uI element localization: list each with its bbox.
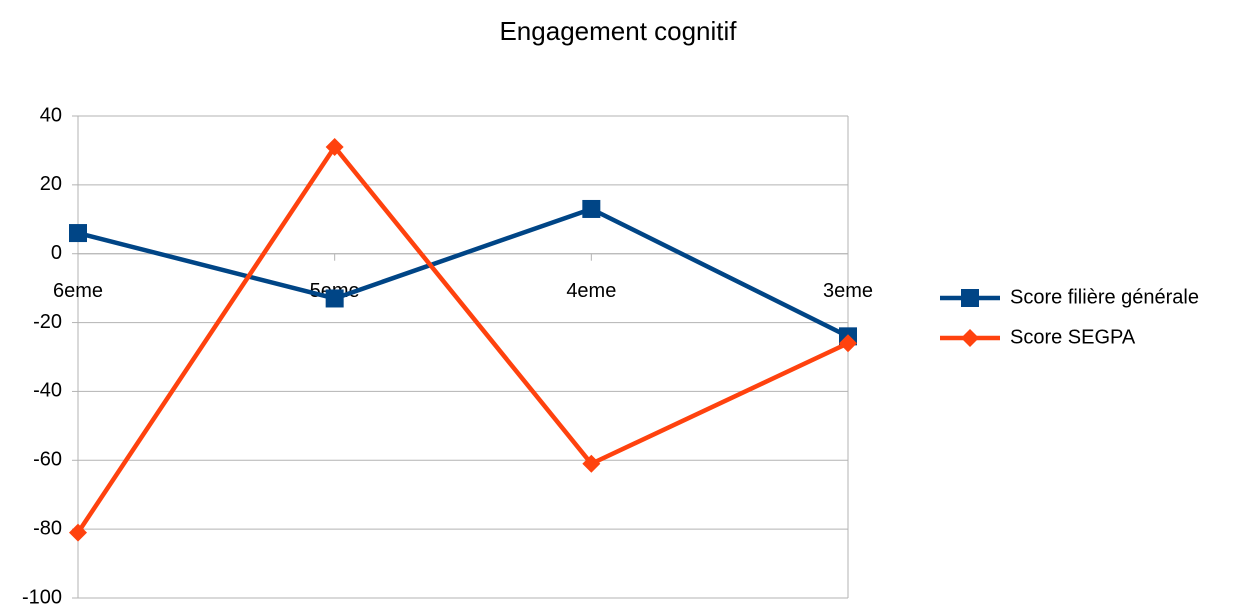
y-tick-label: -80 xyxy=(33,517,62,539)
data-point xyxy=(582,454,601,473)
legend-label: Score filière générale xyxy=(1010,286,1199,308)
y-tick-label: -40 xyxy=(33,380,62,402)
y-tick-label: -100 xyxy=(22,586,62,607)
data-point xyxy=(325,289,344,308)
x-tick-label: 3eme xyxy=(823,280,873,302)
data-point xyxy=(325,137,344,156)
data-point xyxy=(69,523,87,542)
y-tick-label: 40 xyxy=(40,104,62,126)
y-tick-label: 0 xyxy=(51,242,62,264)
chart-title: Engagement cognitif xyxy=(499,16,737,46)
legend-marker xyxy=(961,329,979,347)
data-point xyxy=(582,199,601,218)
legend-label: Score SEGPA xyxy=(1010,326,1136,348)
data-point xyxy=(69,224,87,243)
y-tick-label: -20 xyxy=(33,311,62,333)
x-tick-label: 4eme xyxy=(566,280,616,302)
y-tick-label: 20 xyxy=(40,173,62,195)
data-point xyxy=(839,334,857,353)
legend-marker xyxy=(961,289,979,307)
series-line xyxy=(76,144,849,534)
x-tick-label: 6eme xyxy=(53,280,103,302)
y-tick-label: -60 xyxy=(33,449,62,471)
series-line xyxy=(77,206,850,339)
